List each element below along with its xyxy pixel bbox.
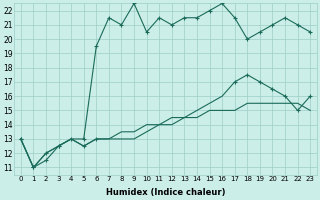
X-axis label: Humidex (Indice chaleur): Humidex (Indice chaleur) xyxy=(106,188,225,197)
